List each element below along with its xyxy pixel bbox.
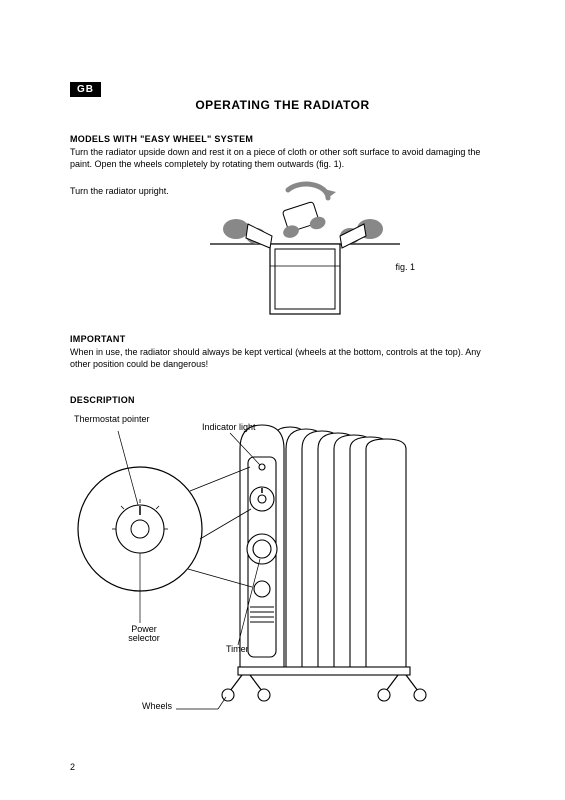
figure-1-svg <box>70 174 495 324</box>
label-power: Power selector <box>124 625 164 645</box>
section-heading-description: DESCRIPTION <box>70 395 495 405</box>
label-indicator: Indicator light <box>202 423 256 433</box>
figure-2-svg <box>70 409 495 739</box>
section-easy-wheel: MODELS WITH "EASY WHEEL" SYSTEM Turn the… <box>70 134 495 324</box>
figure-1-caption: fig. 1 <box>395 262 415 272</box>
section-description: DESCRIPTION <box>70 395 495 739</box>
page-title: OPERATING THE RADIATOR <box>70 98 495 112</box>
section-para-easy-wheel: Turn the radiator upside down and rest i… <box>70 146 495 170</box>
section-heading-easy-wheel: MODELS WITH "EASY WHEEL" SYSTEM <box>70 134 495 144</box>
language-badge: GB <box>70 82 101 97</box>
section-important: IMPORTANT When in use, the radiator shou… <box>70 334 495 370</box>
label-thermostat: Thermostat pointer <box>74 415 150 425</box>
figure-2: Thermostat pointer Indicator light Power… <box>70 409 495 739</box>
section-heading-important: IMPORTANT <box>70 334 495 344</box>
label-timer: Timer <box>226 645 249 655</box>
section-para-important: When in use, the radiator should always … <box>70 346 495 370</box>
figure-1: Turn the radiator upright. <box>70 174 495 324</box>
page-number: 2 <box>70 762 75 772</box>
label-wheels: Wheels <box>142 702 172 712</box>
